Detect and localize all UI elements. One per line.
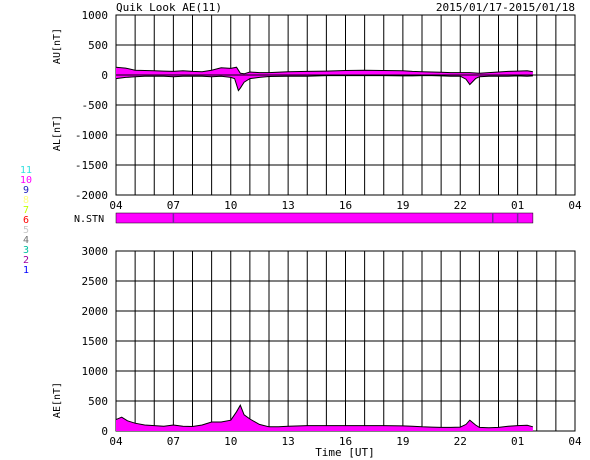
au-al-xtick-labels: 04 07 10 13 16 19 22 01 04 [109, 199, 582, 212]
ytick-label: 500 [88, 39, 108, 52]
xtick-label: 01 [511, 199, 524, 212]
x-axis-label: Time [UT] [315, 446, 375, 459]
au-al-area [115, 66, 533, 92]
nstn-bar [115, 212, 534, 224]
xtick-label: 22 [454, 199, 467, 212]
xtick-label: 16 [339, 435, 352, 448]
legend-station-4: 4 [23, 235, 29, 246]
ae-axis-label: AE[nT] [52, 382, 63, 418]
ytick-label: 2000 [82, 305, 109, 318]
legend-station-3: 3 [23, 245, 29, 256]
ytick-label: 3000 [82, 245, 109, 258]
xtick-label: 07 [167, 199, 180, 212]
nstn-change-markers [172, 213, 519, 223]
ytick-label: 500 [88, 395, 108, 408]
xtick-label: 13 [282, 435, 295, 448]
station-count-strip: N.STN [74, 212, 534, 225]
ytick-label: -1500 [75, 159, 108, 172]
xtick-label: 13 [282, 199, 295, 212]
xtick-label: 16 [339, 199, 352, 212]
series-line-au [115, 66, 533, 75]
xtick-label: 04 [109, 199, 123, 212]
ae-xtick-labels: 04 07 10 13 16 19 22 01 04 [109, 435, 582, 448]
ae-area [115, 404, 534, 431]
legend-station-10: 10 [20, 175, 32, 186]
legend-station-8: 8 [23, 195, 29, 206]
legend-station-11: 11 [20, 165, 32, 176]
legend-station-6: 6 [23, 215, 29, 226]
ytick-label: 2500 [82, 275, 109, 288]
xtick-label: 04 [568, 435, 582, 448]
ytick-label: 1500 [82, 335, 109, 348]
xtick-label: 22 [454, 435, 467, 448]
plot-title: Quik Look AE(11) [116, 1, 222, 14]
xtick-label: 19 [396, 199, 409, 212]
xtick-label: 10 [224, 435, 237, 448]
ytick-label: 0 [101, 69, 108, 82]
xtick-label: 07 [167, 435, 180, 448]
xtick-label: 01 [511, 435, 524, 448]
legend-station-2: 2 [23, 255, 29, 266]
ytick-label: -1000 [75, 129, 108, 142]
series-line-ae [115, 404, 534, 429]
xtick-label: 19 [396, 435, 409, 448]
al-axis-label: AL[nT] [52, 115, 63, 151]
legend-station-1: 1 [23, 265, 29, 276]
au-al-ytick-labels: 1000 500 0 -500 -1000 -1500 -2000 [75, 9, 108, 202]
nstn-label: N.STN [74, 214, 104, 225]
series-line-al [115, 75, 533, 92]
xtick-label: 10 [224, 199, 237, 212]
ae-grid [116, 251, 575, 431]
series-area-au [116, 67, 533, 75]
au-axis-label: AU[nT] [52, 28, 63, 64]
xtick-label: 04 [109, 435, 123, 448]
ytick-label: 1000 [82, 365, 109, 378]
legend-station-9: 9 [23, 185, 29, 196]
au-al-panel: 1000 500 0 -500 -1000 -1500 -2000 04 07 10 13 16 19… [52, 9, 582, 212]
ytick-label: 0 [101, 425, 108, 438]
ae-ytick-labels: 3000 2500 2000 1500 1000 500 0 [82, 245, 109, 438]
ytick-label: -500 [82, 99, 109, 112]
series-area-ae [116, 405, 533, 431]
ytick-label: -2000 [75, 189, 108, 202]
xtick-label: 04 [568, 199, 582, 212]
legend-station-5: 5 [23, 225, 29, 236]
ytick-label: 1000 [82, 9, 109, 22]
date-range: 2015/01/17-2015/01/18 [436, 1, 575, 14]
legend-station-7: 7 [23, 205, 29, 216]
